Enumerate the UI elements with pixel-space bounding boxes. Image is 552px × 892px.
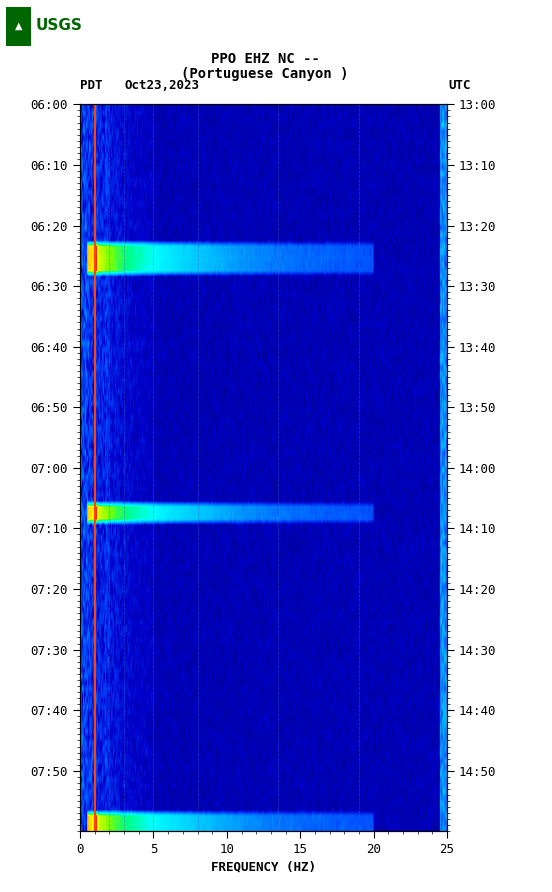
Text: Oct23,2023: Oct23,2023 [124,79,199,92]
Bar [6,7,31,46]
Text: PDT: PDT [80,79,103,92]
Text: ▲: ▲ [14,21,22,31]
X-axis label: FREQUENCY (HZ): FREQUENCY (HZ) [211,860,316,873]
Text: (Portuguese Canyon ): (Portuguese Canyon ) [181,67,349,81]
Text: USGS: USGS [36,19,83,33]
Text: UTC: UTC [448,79,471,92]
Text: PPO EHZ NC --: PPO EHZ NC -- [210,52,320,66]
